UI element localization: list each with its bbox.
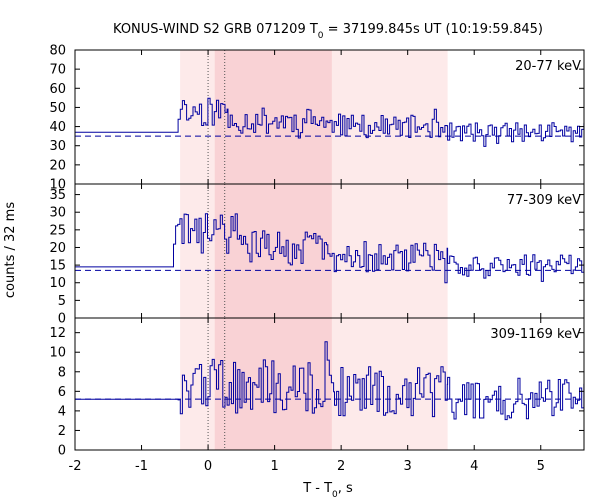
energy-band-label: 20-77 keV (515, 59, 581, 74)
y-tick-label: 6 (58, 385, 66, 400)
y-tick-label: 70 (49, 63, 66, 78)
x-tick-label: 1 (270, 459, 278, 474)
x-tick-label: -2 (69, 459, 82, 474)
panel-0: 10 20 30 40 50 60 70 80 20-77 keV (49, 44, 585, 193)
panel-frame (74, 317, 585, 451)
shaded-interval-1 (214, 50, 332, 450)
y-tick-label: 2 (58, 424, 66, 439)
y-tick-label: 35 (49, 188, 66, 203)
x-tick-label: 4 (470, 459, 478, 474)
y-axis-label: counts / 32 ms (3, 202, 18, 298)
y-tick-label: 80 (49, 44, 66, 59)
y-tick-label: 10 (49, 276, 66, 291)
energy-band-label: 77-309 keV (507, 193, 581, 208)
x-axis-label: T - T0, s (302, 481, 353, 500)
y-tick-label: 10 (49, 346, 66, 361)
y-tick-label: 40 (49, 120, 66, 135)
y-tick-label: 50 (49, 101, 66, 116)
y-tick-label: 60 (49, 82, 66, 97)
x-tick-label: 0 (204, 459, 212, 474)
energy-band-label: 309-1169 keV (490, 327, 581, 342)
panel-2: 0 2 4 6 8 10 12 309-1169 keV (49, 317, 585, 459)
y-tick-label: 30 (49, 206, 66, 221)
y-tick-label: 10 (49, 178, 66, 193)
y-tick-label: 8 (58, 365, 66, 380)
chart-title: KONUS-WIND S2 GRB 071209 T0 = 37199.845s… (113, 22, 543, 41)
y-tick-label: 25 (49, 223, 66, 238)
light-curve (75, 97, 585, 147)
y-tick-label: 15 (49, 259, 66, 274)
x-tick-label: -1 (135, 459, 148, 474)
x-tick-label: 2 (337, 459, 345, 474)
y-tick-label: 5 (58, 294, 66, 309)
y-tick-label: 12 (49, 326, 66, 341)
y-tick-label: 4 (58, 404, 66, 419)
x-tick-label: 5 (537, 459, 545, 474)
light-curve (75, 341, 585, 421)
panel-1: 0 5 10 15 20 25 30 35 77-309 keV (49, 183, 585, 327)
y-tick-label: 30 (49, 139, 66, 154)
y-tick-label: 20 (49, 241, 66, 256)
light-curve (75, 213, 585, 284)
y-tick-label: 0 (58, 444, 66, 459)
x-tick-label: 3 (404, 459, 412, 474)
y-tick-label: 0 (58, 312, 66, 327)
y-tick-label: 20 (49, 158, 66, 173)
